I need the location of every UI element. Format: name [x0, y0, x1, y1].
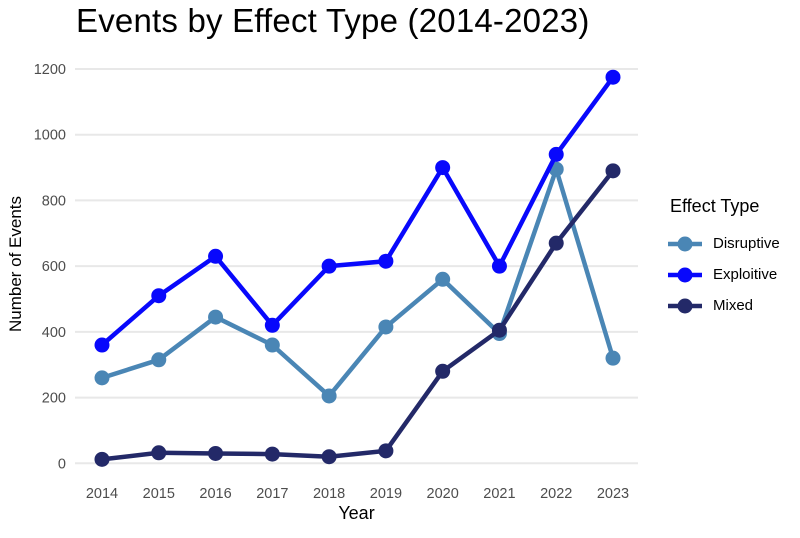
x-tick-label-2023: 2023 [597, 486, 629, 502]
data-point-mixed-2015 [151, 445, 167, 461]
x-tick-label-2021: 2021 [483, 486, 515, 502]
y-tick-label-0: 0 [58, 456, 66, 472]
legend-item-mixed: Mixed [668, 290, 800, 321]
data-point-exploitive-2016 [208, 248, 224, 264]
data-point-disruptive-2015 [151, 352, 167, 368]
data-point-exploitive-2018 [321, 258, 337, 274]
legend-title: Effect Type [670, 196, 760, 216]
legend-label: Mixed [713, 297, 754, 314]
data-point-exploitive-2015 [151, 288, 167, 304]
y-tick-label-600: 600 [42, 259, 66, 275]
data-point-disruptive-2020 [435, 271, 451, 287]
legend-item-disruptive: Disruptive [668, 228, 800, 259]
x-tick-label-2019: 2019 [370, 486, 402, 502]
data-point-mixed-2022 [548, 235, 564, 251]
y-tick-label-400: 400 [42, 325, 66, 341]
data-point-exploitive-2019 [378, 253, 394, 269]
y-tick-label-800: 800 [42, 193, 66, 209]
data-point-disruptive-2019 [378, 319, 394, 335]
series-line-disruptive [99, 166, 616, 399]
data-point-mixed-2016 [208, 445, 224, 461]
data-point-mixed-2019 [378, 443, 394, 459]
y-tick-label-200: 200 [42, 391, 66, 407]
x-tick-label-2014: 2014 [86, 486, 118, 502]
data-point-disruptive-2018 [321, 388, 337, 404]
series-line-exploitive [99, 74, 616, 348]
data-point-mixed-2018 [321, 449, 337, 465]
legend-key-icon [668, 236, 702, 251]
data-point-disruptive-2023 [605, 350, 621, 366]
y-tick-label-1200: 1200 [34, 62, 66, 78]
data-point-disruptive-2016 [208, 309, 224, 325]
series-line-mixed [99, 168, 616, 462]
data-point-disruptive-2014 [94, 370, 110, 386]
legend: Effect Type Disruptive Exploitive Mixed [668, 196, 800, 321]
data-point-exploitive-2014 [94, 337, 110, 353]
legend-label: Exploitive [713, 266, 778, 283]
chart-title: Events by Effect Type (2014-2023) [76, 2, 590, 39]
data-point-exploitive-2022 [548, 146, 564, 162]
data-point-exploitive-2017 [264, 317, 280, 333]
data-point-mixed-2014 [94, 451, 110, 467]
x-axis-title: Year [338, 503, 375, 523]
legend-key-icon [668, 298, 702, 313]
x-tick-label-2022: 2022 [540, 486, 572, 502]
data-point-exploitive-2020 [435, 160, 451, 176]
legend-item-exploitive: Exploitive [668, 259, 800, 290]
data-point-exploitive-2021 [491, 258, 507, 274]
legend-items: Disruptive Exploitive Mixed [668, 228, 800, 321]
x-tick-label-2017: 2017 [256, 486, 288, 502]
y-tick-label-1000: 1000 [34, 128, 66, 144]
x-tick-label-2015: 2015 [143, 486, 175, 502]
data-point-mixed-2020 [435, 363, 451, 379]
x-tick-label-2018: 2018 [313, 486, 345, 502]
legend-key-icon [668, 267, 702, 282]
data-point-disruptive-2017 [264, 337, 280, 353]
data-point-exploitive-2023 [605, 69, 621, 85]
x-tick-label-2016: 2016 [199, 486, 231, 502]
data-point-mixed-2017 [264, 446, 280, 462]
data-point-mixed-2021 [491, 322, 507, 338]
x-tick-label-2020: 2020 [427, 486, 459, 502]
data-point-mixed-2023 [605, 163, 621, 179]
legend-label: Disruptive [713, 235, 780, 252]
